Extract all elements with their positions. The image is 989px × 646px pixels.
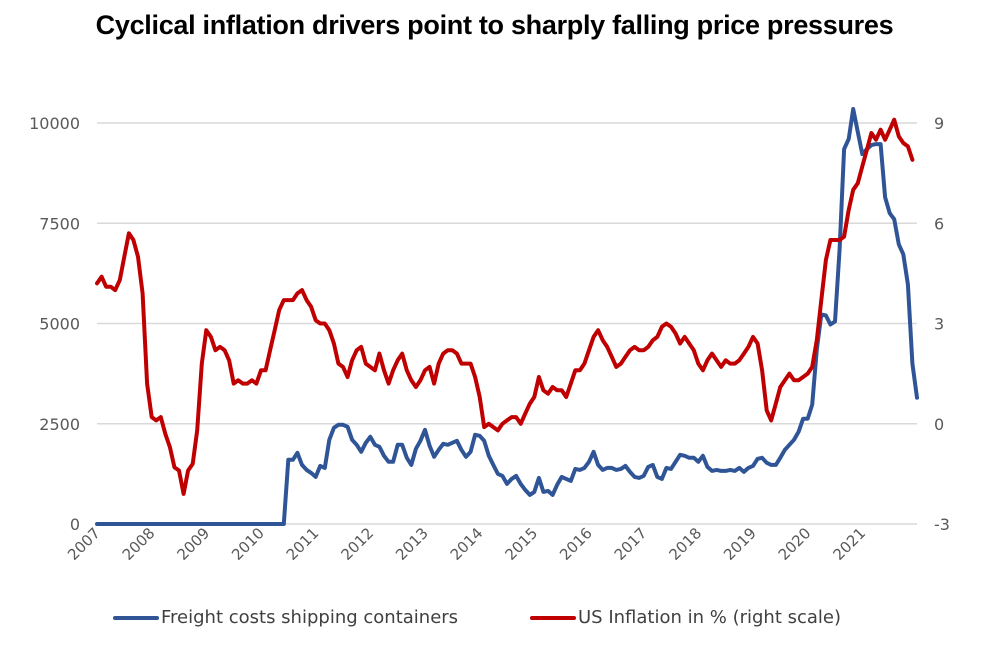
left-tick-label: 7500 [39,214,80,233]
legend-swatch-freight [113,615,159,620]
left-axis-ticks: 0 2500 5000 7500 10000 [29,114,80,534]
x-tick-label: 2021 [829,524,869,564]
series-layer [95,107,919,526]
legend-label-inflation: US Inflation in % (right scale) [578,607,842,628]
legend-item-freight: Freight costs shipping containers [113,607,458,628]
series-line-inflation [95,117,915,496]
chart-title: Cyclical inflation drivers point to shar… [95,10,894,40]
x-tick-label: 2020 [775,524,815,564]
x-tick-label: 2016 [556,524,596,564]
x-tick-label: 2017 [611,524,651,564]
right-tick-label: -3 [934,515,950,534]
x-tick-label: 2011 [283,524,323,564]
x-axis-ticks: 2007 2008 2009 2010 2011 2012 2013 2014 2015 2016… [64,524,869,564]
right-axis-ticks: -3 0 3 6 9 [934,114,950,534]
gridlines [97,122,917,525]
x-tick-label: 2009 [173,524,213,564]
x-tick-label: 2013 [392,524,432,564]
left-tick-label: 5000 [39,315,80,334]
x-tick-label: 2012 [337,524,377,564]
x-tick-label: 2019 [720,524,760,564]
legend-item-inflation: US Inflation in % (right scale) [530,607,841,628]
left-tick-label: 0 [70,515,80,534]
right-tick-label: 9 [934,114,944,133]
x-tick-label: 2018 [665,524,705,564]
x-tick-label: 2014 [447,524,487,564]
legend-swatch-inflation [530,615,576,620]
right-tick-label: 6 [934,214,944,233]
right-tick-label: 0 [934,415,944,434]
x-tick-label: 2008 [119,524,159,564]
left-tick-label: 10000 [29,114,80,133]
legend-label-freight: Freight costs shipping containers [161,607,459,628]
x-tick-label: 2015 [501,524,541,564]
left-tick-label: 2500 [39,415,80,434]
right-tick-label: 3 [934,315,944,334]
series-line-freight [95,107,919,526]
x-tick-label: 2010 [228,524,268,564]
